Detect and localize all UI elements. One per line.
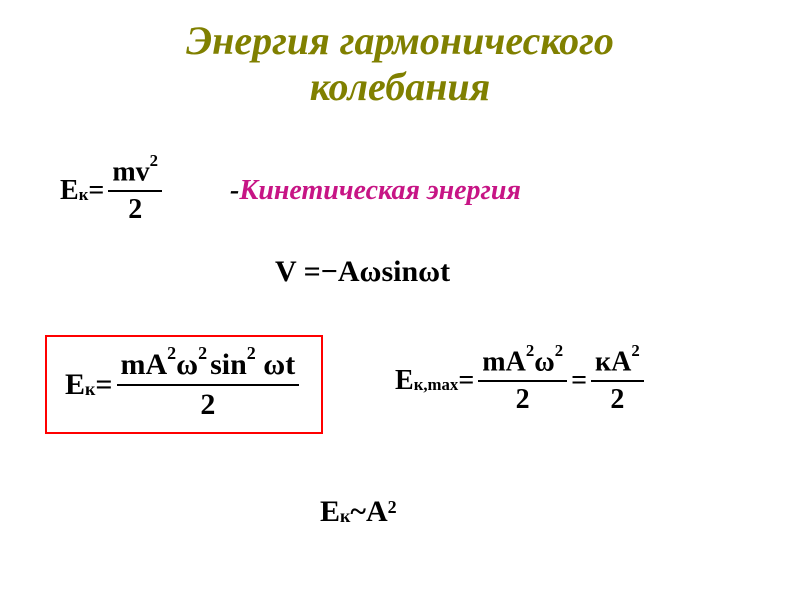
- eq-kinetic-basic: Ек = mv2 2: [60, 155, 166, 226]
- title-line-2: колебания: [310, 64, 491, 109]
- frac-mv2-2: mv2 2: [108, 155, 162, 226]
- v-equals: V =: [275, 255, 321, 289]
- sup-2: 2: [388, 497, 397, 518]
- label-kinetic-energy: - Кинетическая энергия: [230, 175, 521, 207]
- eq-proportional: Ек ~ А2: [320, 495, 397, 529]
- numerator: mA2ω2: [478, 345, 567, 380]
- highlight-box: Ек = mA2ω2sin2 ωt 2: [45, 335, 323, 434]
- omega-icon: ω: [176, 348, 198, 381]
- sym-t: t: [440, 255, 450, 289]
- sub-k: к: [340, 506, 350, 527]
- minus: −: [321, 255, 338, 289]
- sin: sin: [210, 348, 247, 381]
- sup-2: 2: [555, 341, 563, 360]
- sym-E: Е: [320, 495, 340, 529]
- sup-2: 2: [247, 343, 256, 363]
- eq-kinetic-max: Ек,max = mA2ω2 2 = кА2 2: [395, 345, 648, 416]
- row-max: Ек,max = mA2ω2 2 = кА2 2: [395, 345, 648, 416]
- sym-E: Е: [65, 368, 85, 402]
- sym-E: Е: [395, 365, 414, 397]
- omega-t: ωt: [256, 348, 295, 381]
- numerator: кА2: [591, 345, 644, 380]
- num-mA: mA: [121, 348, 168, 381]
- row-velocity: V = −Aωsin ωt: [275, 255, 450, 289]
- numerator: mA2ω2sin2 ωt: [117, 347, 300, 384]
- omega-icon: ω: [418, 255, 440, 289]
- frac-max1: mA2ω2 2: [478, 345, 567, 416]
- eq-velocity: V = −Aωsin ωt: [275, 255, 450, 289]
- label-text: Кинетическая энергия: [239, 175, 521, 207]
- sub-kmax: к,max: [414, 375, 459, 395]
- frac-max2: кА2 2: [591, 345, 644, 416]
- num-kA: кА: [595, 346, 631, 377]
- sym-E: Е: [60, 175, 79, 207]
- sym-A: А: [366, 495, 388, 529]
- slide-title: Энергия гармонического колебания: [0, 0, 800, 110]
- sup-2: 2: [631, 341, 639, 360]
- equals: =: [571, 365, 587, 397]
- omega-icon: ω: [360, 255, 382, 289]
- sin: sin: [381, 255, 418, 289]
- denominator: 2: [108, 190, 162, 226]
- denominator: 2: [591, 380, 644, 416]
- num-mA: mA: [482, 346, 526, 377]
- num-mv: mv: [112, 156, 149, 187]
- numerator: mv2: [108, 155, 162, 190]
- row-kinetic-definition: Ек = mv2 2: [60, 155, 166, 226]
- sub-k: к: [85, 379, 95, 400]
- title-line-1: Энергия гармонического: [186, 18, 614, 63]
- sup-2: 2: [167, 343, 176, 363]
- denominator: 2: [478, 380, 567, 416]
- num-sup: 2: [150, 151, 158, 170]
- sym-A: A: [338, 255, 360, 289]
- eq-kinetic-expanded: Ек = mA2ω2sin2 ωt 2: [65, 347, 303, 422]
- row-boxed: Ек = mA2ω2sin2 ωt 2: [45, 335, 323, 434]
- equals: =: [95, 368, 112, 402]
- tilde: ~: [350, 495, 366, 529]
- omega-icon: ω: [534, 346, 554, 377]
- row-proportional: Ек ~ А2: [320, 495, 397, 529]
- frac-expanded: mA2ω2sin2 ωt 2: [117, 347, 300, 422]
- equals: =: [88, 175, 104, 207]
- denominator: 2: [117, 384, 300, 422]
- equals: =: [458, 365, 474, 397]
- label-dash: -: [230, 175, 239, 207]
- sub-k: к: [79, 185, 89, 205]
- sup-2: 2: [198, 343, 207, 363]
- sup-2: 2: [526, 341, 534, 360]
